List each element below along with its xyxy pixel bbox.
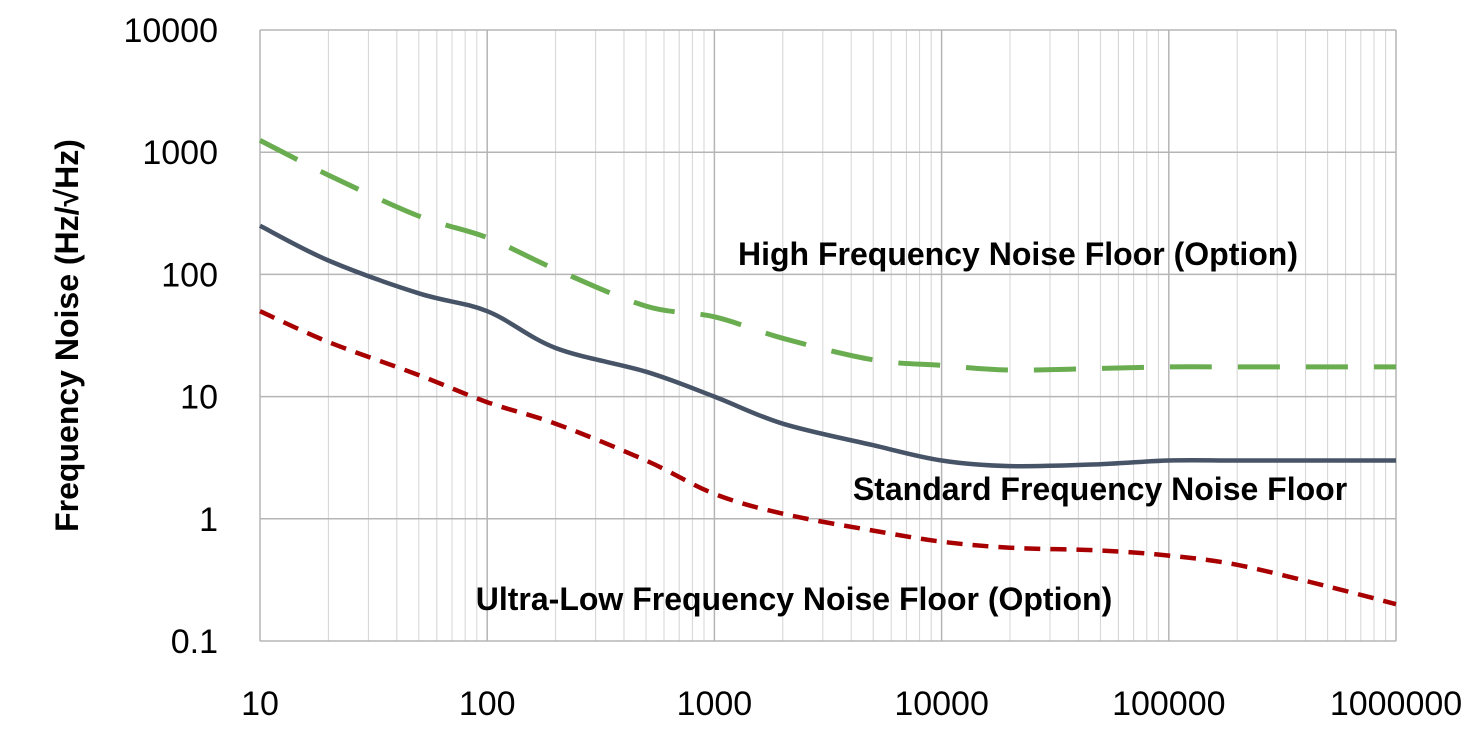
series-label: High Frequency Noise Floor (Option) (738, 236, 1298, 272)
series-line-high-frequency-noise-floor-option (258, 138, 1396, 373)
y-tick-label: 1 (199, 501, 218, 539)
series-label: Standard Frequency Noise Floor (853, 471, 1347, 507)
series-labels: High Frequency Noise Floor (Option) Stand… (476, 236, 1347, 617)
y-tick-label: 10 (180, 379, 218, 417)
x-tick-label: 100 (459, 685, 516, 723)
y-tick-label: 1000 (142, 134, 218, 172)
x-tick-label: 100000 (1112, 685, 1225, 723)
x-tick-label: 10 (241, 685, 279, 723)
x-tick-label: 1000000 (1330, 685, 1462, 723)
series-label: Ultra-Low Frequency Noise Floor (Option) (476, 581, 1112, 617)
tick-labels: 10 100 1000 10000 100000 1000000 0.1 1 10 100 1000… (123, 12, 1462, 723)
grid (259, 29, 1397, 642)
y-axis-title: Frequency Noise (Hz/√Hz) (49, 139, 85, 532)
series-line-standard-frequency-noise-floor (258, 223, 1396, 469)
y-tick-label: 10000 (123, 12, 218, 50)
x-tick-label: 10000 (894, 685, 989, 723)
y-tick-label: 0.1 (171, 623, 218, 661)
y-tick-label: 100 (161, 256, 218, 294)
x-tick-label: 1000 (677, 685, 753, 723)
series-line-ultra-low-frequency-noise-floor-option (259, 309, 1397, 607)
series-lines (258, 138, 1397, 607)
